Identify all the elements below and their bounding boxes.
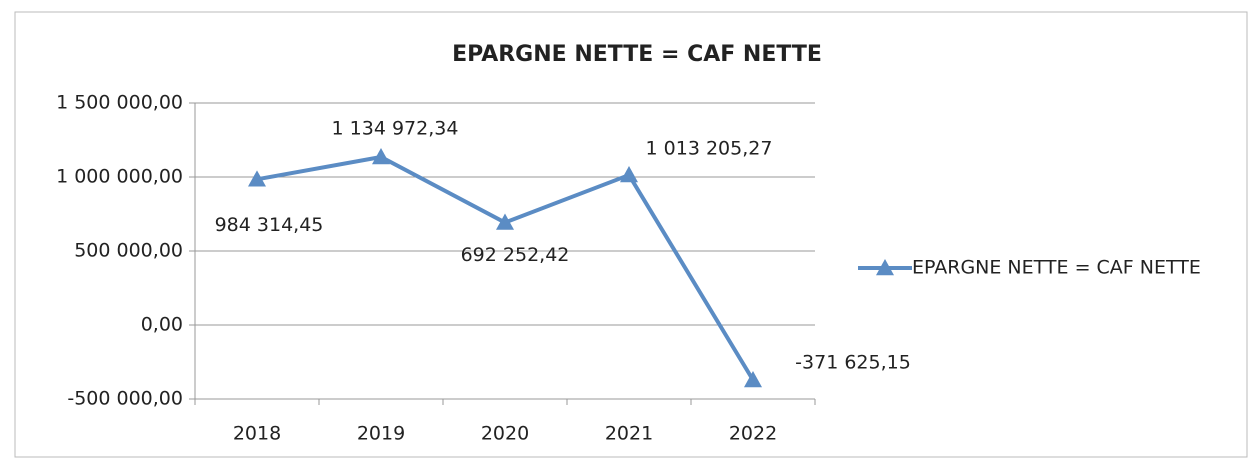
point-marker	[744, 371, 762, 388]
x-tick-label: 2019	[357, 423, 405, 445]
x-tick-label: 2021	[605, 423, 653, 445]
point-marker	[248, 170, 266, 187]
x-tick-label: 2018	[233, 423, 281, 445]
data-label: 1 134 972,34	[332, 118, 459, 140]
y-tick-label: 500 000,00	[74, 240, 183, 262]
data-label: 1 013 205,27	[646, 138, 773, 160]
x-tick-label: 2022	[729, 423, 777, 445]
point-marker	[620, 166, 638, 183]
legend-marker	[876, 259, 894, 276]
point-marker	[496, 213, 514, 230]
chart-frame	[14, 11, 1248, 458]
y-tick-label: 1 000 000,00	[56, 166, 183, 188]
y-tick-label: -500 000,00	[67, 388, 183, 410]
data-label: 692 252,42	[461, 244, 570, 266]
y-tick-label: 0,00	[141, 314, 183, 336]
x-tick-label: 2020	[481, 423, 529, 445]
point-marker	[372, 148, 390, 165]
chart-title: EPARGNE NETTE = CAF NETTE	[452, 42, 822, 67]
data-label: -371 625,15	[795, 352, 911, 374]
data-label: 984 314,45	[215, 214, 324, 236]
legend-label: EPARGNE NETTE = CAF NETTE	[912, 257, 1201, 279]
y-tick-label: 1 500 000,00	[56, 92, 183, 114]
